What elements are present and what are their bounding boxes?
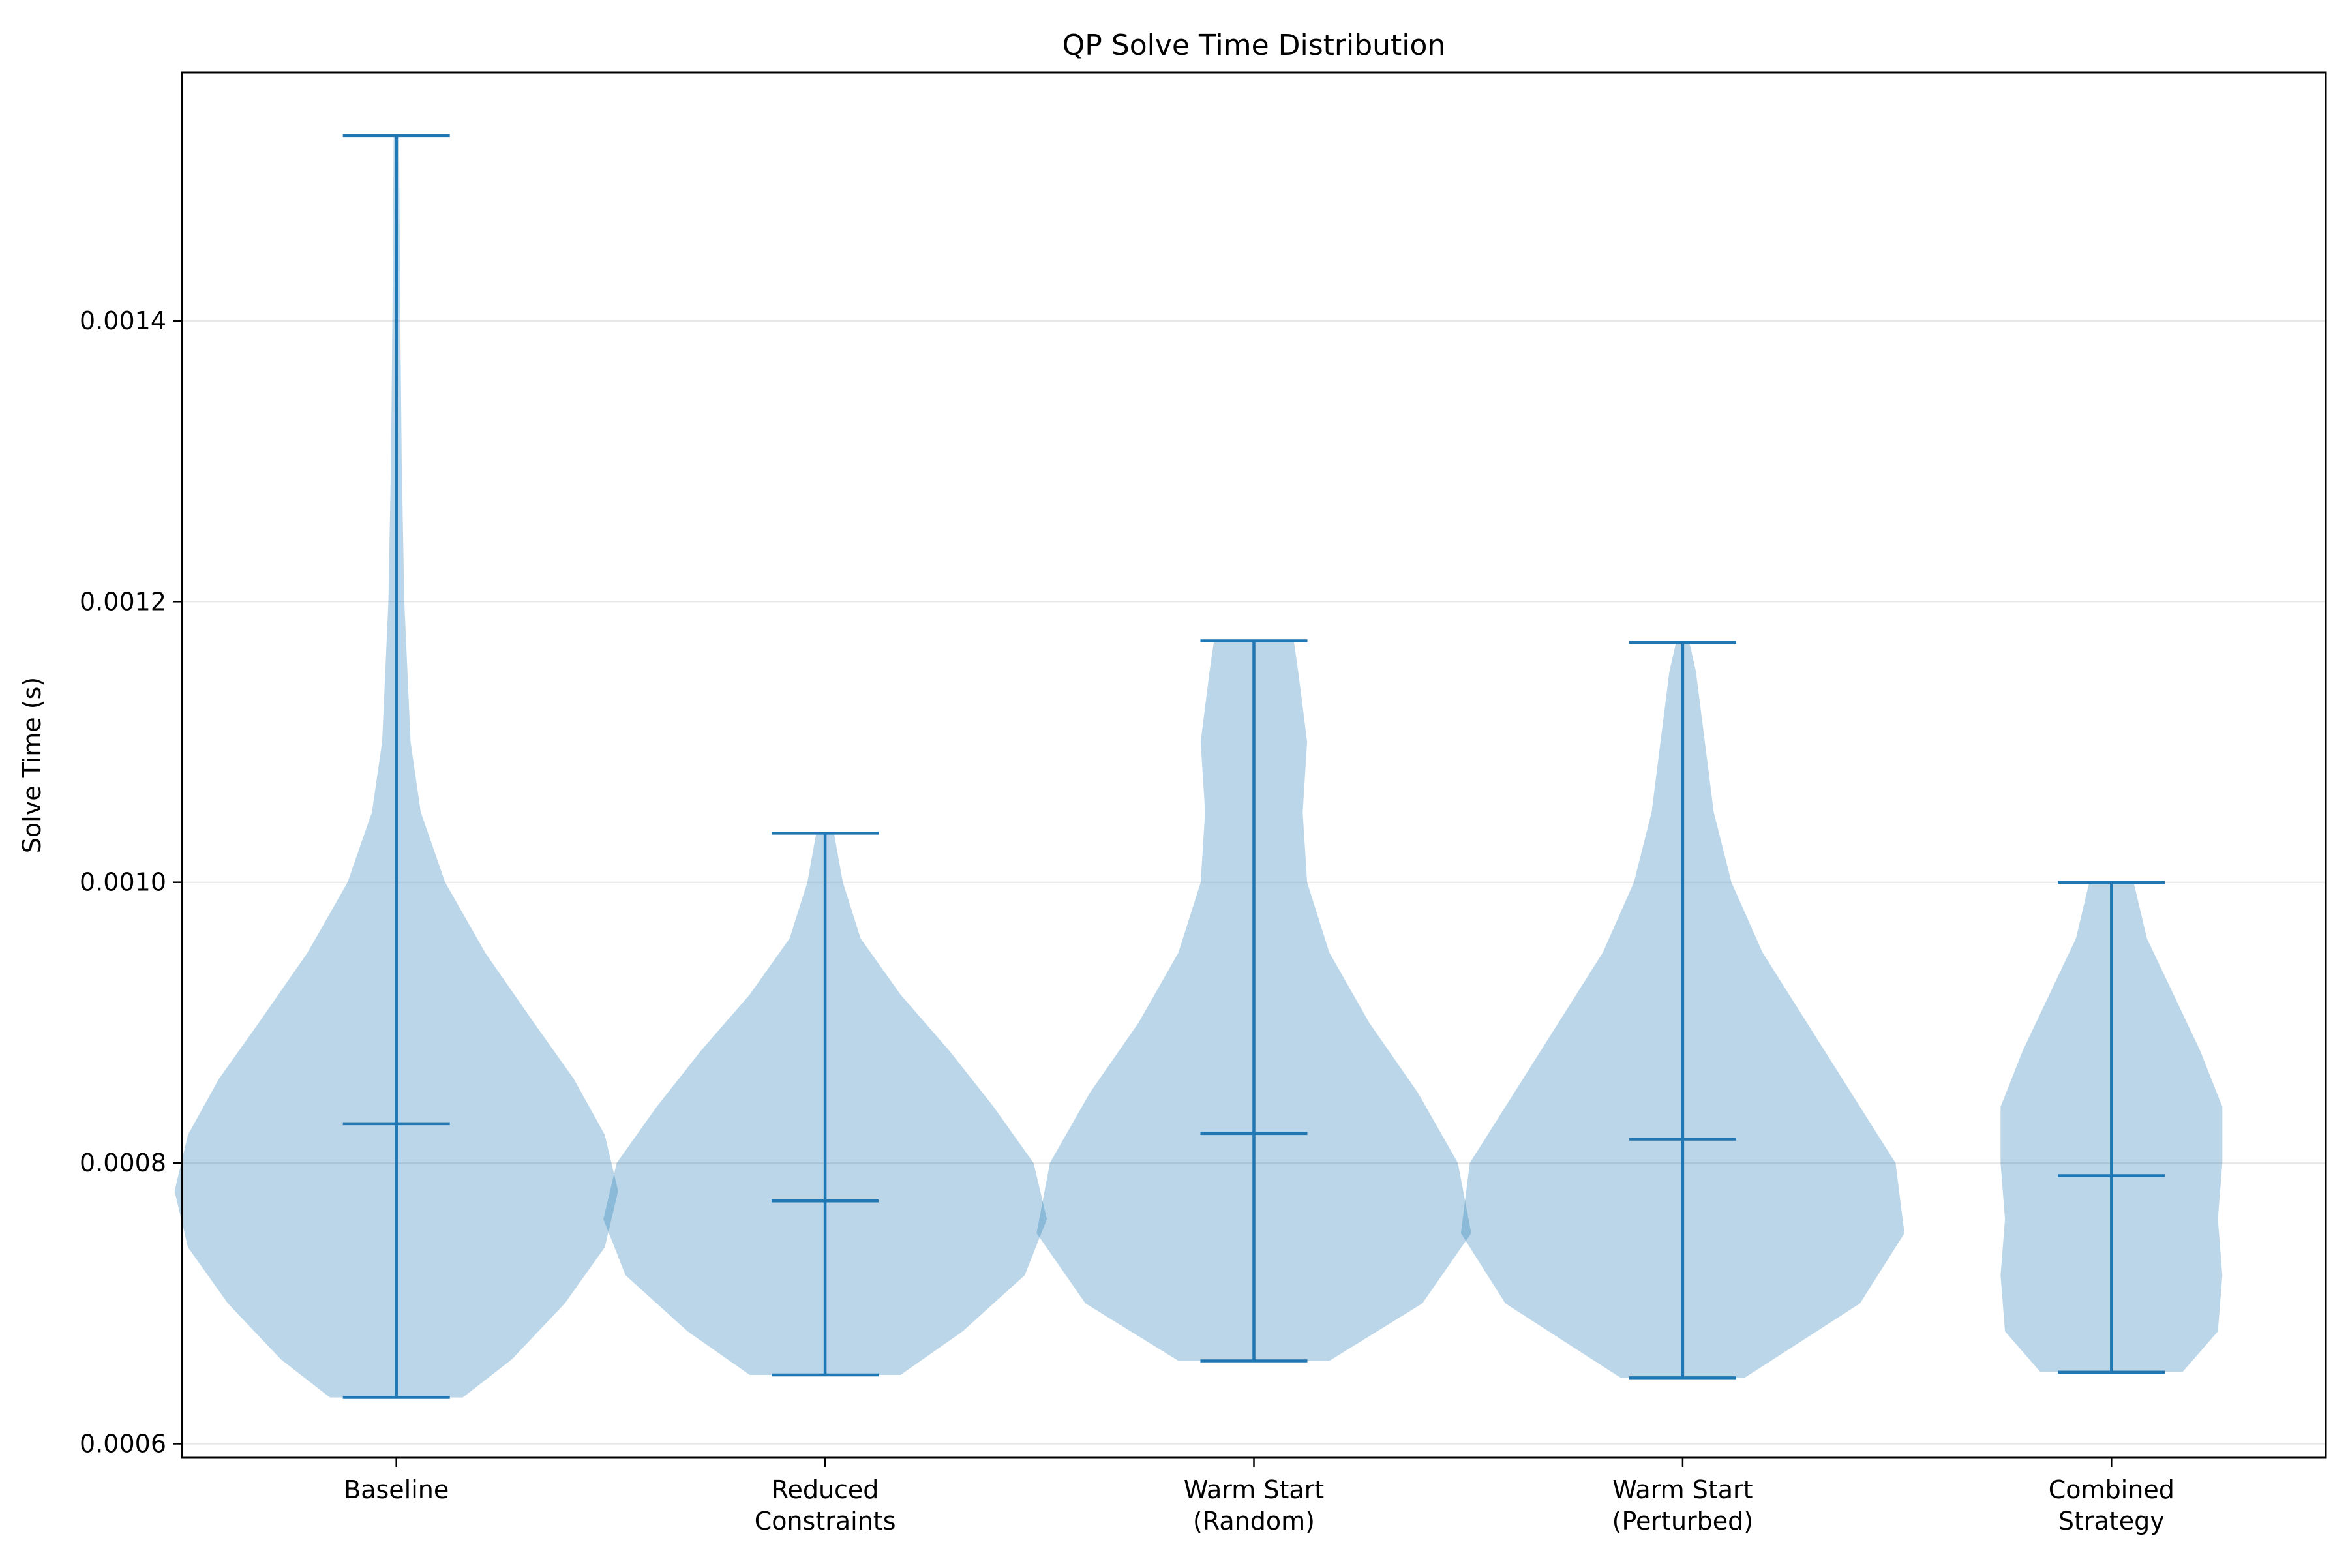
x-tick-label-line: Reduced xyxy=(772,1475,879,1504)
x-axis-ticks: Baseline Reduced Constraints Warm Start (Ran… xyxy=(344,1458,2175,1535)
y-tick-label: 0.0012 xyxy=(80,587,166,616)
x-tick-label: Reduced Constraints xyxy=(755,1475,896,1535)
y-axis-ticks: 0.0006 0.0008 0.0010 0.0012 0.0014 xyxy=(80,307,182,1458)
y-tick-label: 0.0008 xyxy=(80,1149,166,1177)
x-tick-label-line: (Perturbed) xyxy=(1612,1507,1753,1535)
x-tick-label: Baseline xyxy=(344,1475,449,1504)
y-tick-label: 0.0010 xyxy=(80,868,166,897)
x-tick-label: Warm Start (Perturbed) xyxy=(1612,1475,1753,1535)
chart-title: QP Solve Time Distribution xyxy=(1062,29,1446,62)
x-tick-label: Warm Start (Random) xyxy=(1184,1475,1324,1535)
x-tick-label-line: Baseline xyxy=(344,1475,449,1504)
y-tick-label: 0.0014 xyxy=(80,307,166,335)
x-tick-label-line: Warm Start xyxy=(1612,1475,1753,1504)
violin-lines xyxy=(342,134,2165,1399)
plot-area-frame xyxy=(181,71,2327,1459)
y-axis-label: Solve Time (s) xyxy=(18,677,46,853)
x-tick-label-line: (Random) xyxy=(1193,1507,1315,1535)
x-tick-label-line: Constraints xyxy=(755,1507,896,1535)
x-tick-label-line: Warm Start xyxy=(1184,1475,1324,1504)
x-tick-label-line: Combined xyxy=(2049,1475,2175,1504)
x-tick-label: Combined Strategy xyxy=(2049,1475,2175,1535)
x-tick-label-line: Strategy xyxy=(2058,1507,2165,1535)
y-tick-label: 0.0006 xyxy=(80,1429,166,1458)
